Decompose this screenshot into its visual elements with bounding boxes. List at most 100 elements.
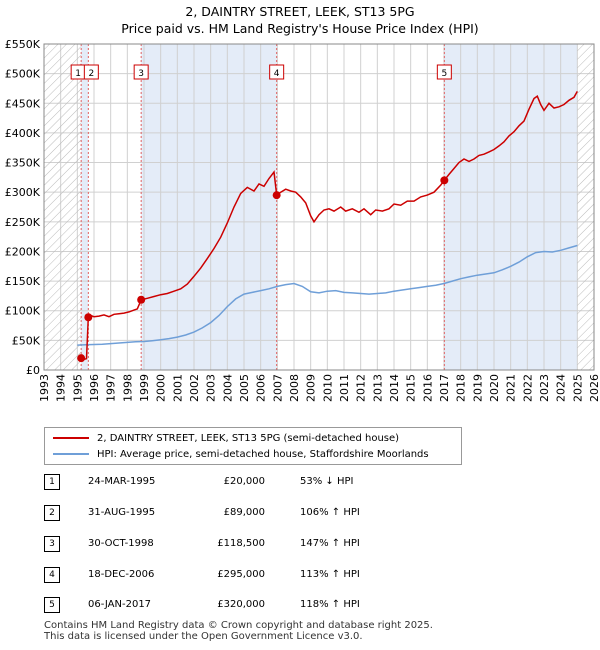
sale-points — [77, 176, 449, 363]
x-tick-label: 2006 — [255, 374, 268, 402]
y-tick-label: £450K — [5, 97, 41, 110]
x-tick-label: 1999 — [138, 374, 151, 402]
sale-point — [84, 313, 93, 322]
y-tick-label: £400K — [5, 127, 41, 140]
shaded-band — [141, 44, 277, 370]
footer-line-1: Contains HM Land Registry data © Crown c… — [44, 620, 433, 631]
transaction-row: 5 06-JAN-2017 £320,000 118% ↑ HPI — [0, 597, 600, 617]
shaded-band — [81, 44, 89, 370]
legend-swatch-hpi — [53, 453, 89, 455]
x-tick-label: 2017 — [438, 374, 451, 402]
sale-marker-label: 3 — [138, 69, 144, 79]
sale-marker-label: 5 — [441, 69, 447, 79]
transaction-price: £295,000 — [217, 569, 265, 580]
x-tick-label: 2025 — [571, 374, 584, 402]
chart-title: 2, DAINTRY STREET, LEEK, ST13 5PG — [185, 4, 415, 19]
sale-point — [440, 176, 449, 185]
transaction-date: 31-AUG-1995 — [88, 507, 156, 518]
x-tick-label: 2004 — [221, 374, 234, 402]
transaction-date: 06-JAN-2017 — [88, 599, 152, 610]
footer-line-2: This data is licensed under the Open Gov… — [44, 631, 363, 642]
sale-marker-box — [83, 64, 99, 80]
x-tick-label: 2021 — [505, 374, 518, 402]
y-tick-label: £200K — [5, 245, 41, 258]
x-tick-label: 1994 — [55, 374, 68, 402]
x-tick-label: 2012 — [355, 374, 368, 402]
y-tick-label: £550K — [5, 38, 41, 51]
plot-border — [43, 43, 595, 371]
x-tick-label: 2018 — [455, 374, 468, 402]
footer-attribution: Contains HM Land Registry data © Crown c… — [44, 620, 433, 642]
sale-marker-label: 1 — [75, 69, 81, 79]
transaction-row: 1 24-MAR-1995 £20,000 53% ↓ HPI — [0, 474, 600, 494]
y-tick-label: £500K — [5, 68, 41, 81]
y-tick-label: £0 — [26, 364, 40, 377]
y-tick-label: £50K — [12, 334, 41, 347]
legend-swatch-property — [53, 437, 89, 439]
x-tick-label: 2000 — [155, 374, 168, 402]
transaction-number: 1 — [44, 474, 60, 490]
x-tick-label: 2026 — [588, 374, 600, 402]
x-tick-label: 2005 — [238, 374, 251, 402]
transaction-hpi: 147% ↑ HPI — [300, 538, 360, 549]
transaction-date: 30-OCT-1998 — [88, 538, 154, 549]
x-tick-label: 2001 — [171, 374, 184, 402]
transaction-date: 24-MAR-1995 — [88, 476, 156, 487]
hatched-regions — [44, 44, 594, 370]
transaction-number: 5 — [44, 597, 60, 613]
series-line — [80, 91, 578, 361]
y-tick-label: £300K — [5, 186, 41, 199]
x-tick-label: 1993 — [38, 374, 51, 402]
transaction-row: 2 31-AUG-1995 £89,000 106% ↑ HPI — [0, 505, 600, 525]
transaction-number: 2 — [44, 505, 60, 521]
transaction-price: £20,000 — [223, 476, 265, 487]
hatched-region — [577, 44, 594, 370]
transaction-date: 18-DEC-2006 — [88, 569, 155, 580]
legend: 2, DAINTRY STREET, LEEK, ST13 5PG (semi-… — [44, 427, 462, 465]
x-tick-label: 1996 — [88, 374, 101, 402]
x-tick-label: 2019 — [471, 374, 484, 402]
transaction-hpi: 53% ↓ HPI — [300, 476, 354, 487]
x-tick-label: 2023 — [538, 374, 551, 402]
sale-marker-box — [436, 64, 452, 80]
sale-point — [77, 354, 86, 363]
x-tick-label: 1998 — [121, 374, 134, 402]
transaction-hpi: 118% ↑ HPI — [300, 599, 360, 610]
x-tick-label: 2008 — [288, 374, 301, 402]
legend-label-hpi: HPI: Average price, semi-detached house,… — [97, 448, 429, 460]
transaction-hpi: 113% ↑ HPI — [300, 569, 360, 580]
series-line — [77, 244, 578, 346]
x-tick-label: 2020 — [488, 374, 501, 402]
x-tick-label: 2010 — [321, 374, 334, 402]
sale-marker-box — [133, 64, 149, 80]
y-tick-label: £350K — [5, 157, 41, 170]
legend-entry-property: 2, DAINTRY STREET, LEEK, ST13 5PG (semi-… — [53, 431, 399, 445]
sale-marker-box — [269, 64, 285, 80]
shaded-bands — [81, 44, 578, 370]
x-tick-label: 2022 — [521, 374, 534, 402]
x-tick-label: 2011 — [338, 374, 351, 402]
y-tick-label: £100K — [5, 305, 41, 318]
transaction-number: 3 — [44, 536, 60, 552]
transaction-row: 4 18-DEC-2006 £295,000 113% ↑ HPI — [0, 567, 600, 587]
chart-subtitle: Price paid vs. HM Land Registry's House … — [121, 21, 479, 36]
x-tick-label: 2003 — [205, 374, 218, 402]
transaction-price: £89,000 — [223, 507, 265, 518]
x-tick-label: 1997 — [105, 374, 118, 402]
x-tick-label: 2002 — [188, 374, 201, 402]
sale-point — [137, 295, 146, 304]
series-lines — [77, 91, 578, 361]
x-axis: 1993 1994 1995 1996 1997 1998 1999 2000 2001 2002… — [38, 374, 600, 402]
x-tick-label: 2024 — [555, 374, 568, 402]
transaction-row: 3 30-OCT-1998 £118,500 147% ↑ HPI — [0, 536, 600, 556]
legend-entry-hpi: HPI: Average price, semi-detached house,… — [53, 447, 429, 461]
x-tick-label: 2009 — [305, 374, 318, 402]
y-axis: £0 £50K £100K £150K £200K £250K £300K £350K £400… — [5, 38, 41, 377]
x-tick-label: 2013 — [371, 374, 384, 402]
x-tick-label: 2015 — [405, 374, 418, 402]
x-tick-label: 2016 — [421, 374, 434, 402]
transaction-price: £320,000 — [217, 599, 265, 610]
sale-point — [272, 191, 281, 200]
